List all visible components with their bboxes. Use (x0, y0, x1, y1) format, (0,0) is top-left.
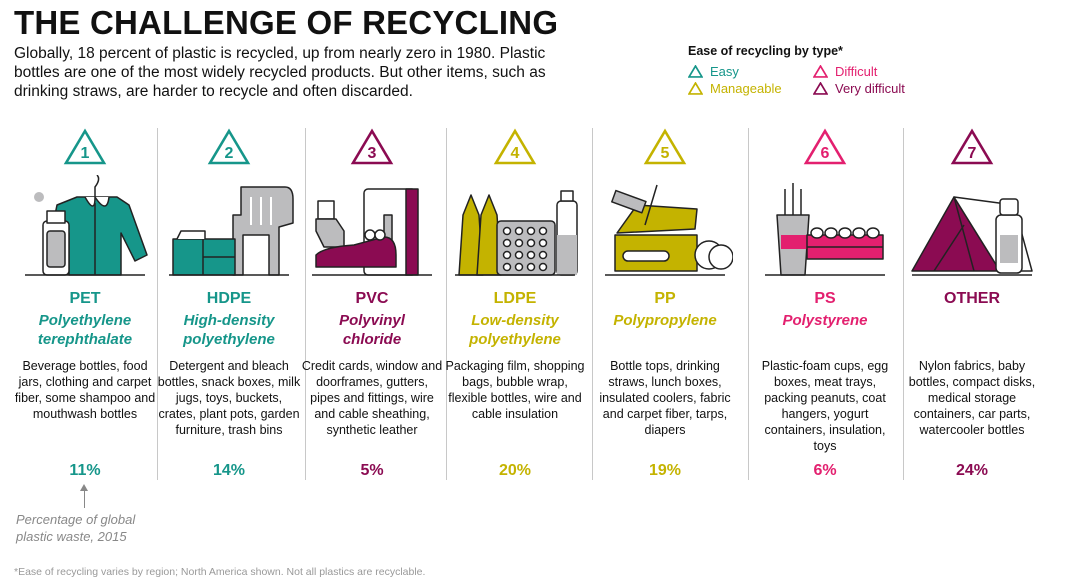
page-title: THE CHALLENGE OF RECYCLING (14, 4, 559, 41)
arrow-up-icon (80, 484, 88, 508)
plastic-full-name: Polystyrene (782, 312, 868, 329)
column-divider (446, 128, 447, 480)
intro-text: Globally, 18 percent of plastic is recyc… (14, 45, 546, 100)
plastic-abbreviation: LDPE (493, 290, 537, 307)
plastic-column-pet: 1 PET Polyethylene terephthalate Beverag… (11, 128, 159, 479)
footnote: *Ease of recycling varies by region; Nor… (14, 566, 426, 578)
plastic-full-name: Low-density polyethylene (469, 312, 561, 348)
svg-text:2: 2 (225, 145, 234, 162)
plastic-full-name: Polyethylene terephthalate (37, 312, 133, 348)
crate-chair-icon (161, 175, 297, 277)
legend-item: Very difficult (813, 81, 938, 96)
legend-item: Manageable (688, 81, 813, 96)
plastic-uses: Detergent and bleach bottles, snack boxe… (157, 359, 301, 437)
svg-text:5: 5 (661, 145, 670, 162)
plastic-percentage: 14% (212, 462, 246, 479)
plastic-uses: Beverage bottles, food jars, clothing an… (14, 359, 156, 421)
recycling-triangle-icon: 3 (350, 128, 394, 166)
cup-eggbox-icon (757, 175, 893, 277)
plastic-uses: Credit cards, window and doorframes, gut… (301, 359, 443, 437)
column-divider (903, 128, 904, 480)
triangle-icon (688, 82, 703, 95)
legend-item: Difficult (813, 64, 938, 79)
plastic-uses: Packaging film, shopping bags, bubble wr… (445, 359, 585, 421)
recycling-triangle-icon: 6 (803, 128, 847, 166)
plastic-column-hdpe: 2 HDPE High-density polyethylene Deterge… (155, 128, 303, 479)
jacket-bottle-icon (17, 174, 153, 277)
recycling-triangle-icon: 7 (950, 128, 994, 166)
plastic-uses: Nylon fabrics, baby bottles, compact dis… (908, 359, 1036, 437)
recycling-triangle-icon: 4 (493, 128, 537, 166)
plastic-percentage: 20% (498, 462, 532, 479)
plastic-abbreviation: PET (69, 290, 101, 307)
plastic-column-pp: 5 PP Polypropylene Bottle tops, drinking… (591, 128, 739, 479)
plastic-abbreviation: HDPE (206, 290, 252, 307)
plastic-column-other: 7 OTHER Nylon fabrics, baby bottles, com… (898, 128, 1046, 479)
plastic-full-name: High-density polyethylene (183, 312, 275, 348)
plastic-abbreviation: PVC (355, 290, 389, 307)
legend-label: Easy (710, 64, 739, 79)
plastic-percentage: 19% (648, 462, 682, 479)
plastic-percentage: 5% (360, 462, 384, 479)
column-divider (305, 128, 306, 480)
legend-label: Difficult (835, 64, 878, 79)
legend-item: Easy (688, 64, 813, 79)
plastic-percentage: 24% (955, 462, 989, 479)
svg-text:1: 1 (81, 145, 90, 162)
plastic-uses: Bottle tops, drinking straws, lunch boxe… (599, 359, 731, 437)
plastic-column-pvc: 3 PVC Polyvinyl chloride Credit cards, w… (298, 128, 446, 479)
legend: Ease of recycling by type* Easy Difficult… (688, 44, 948, 96)
triangle-icon (813, 82, 828, 95)
recycling-triangle-icon: 2 (207, 128, 251, 166)
svg-text:3: 3 (368, 145, 377, 162)
svg-text:6: 6 (821, 145, 830, 162)
plastic-abbreviation: PP (654, 290, 676, 307)
plastic-abbreviation: PS (814, 290, 836, 307)
plastic-full-name: Polyvinyl chloride (339, 312, 405, 348)
svg-text:4: 4 (511, 145, 520, 162)
recycling-triangle-icon: 1 (63, 128, 107, 166)
triangle-icon (813, 65, 828, 78)
legend-title: Ease of recycling by type* (688, 44, 843, 58)
column-divider (157, 128, 158, 480)
svg-text:7: 7 (968, 145, 977, 162)
percentage-note: Percentage of global plastic waste, 2015 (16, 512, 136, 544)
column-divider (748, 128, 749, 480)
legend-label: Manageable (710, 81, 782, 96)
plastic-column-ldpe: 4 LDPE Low-density polyethylene Packagin… (441, 128, 589, 479)
legend-label: Very difficult (835, 81, 905, 96)
plastic-percentage: 6% (813, 462, 837, 479)
plastic-percentage: 11% (69, 462, 101, 479)
recycling-triangle-icon: 5 (643, 128, 687, 166)
plastic-abbreviation: OTHER (944, 290, 1000, 307)
plastic-full-name: Polypropylene (613, 312, 717, 329)
pipe-shoe-door-icon (304, 175, 440, 277)
plastic-uses: Plastic-foam cups, egg boxes, meat trays… (761, 359, 889, 453)
column-divider (592, 128, 593, 480)
triangle-icon (688, 65, 703, 78)
tent-bottle-icon (904, 175, 1040, 277)
plastic-column-ps: 6 PS Polystyrene Plastic-foam cups, egg … (751, 128, 899, 479)
lunchbox-icon (597, 175, 734, 277)
bag-bubblewrap-icon (447, 175, 583, 277)
